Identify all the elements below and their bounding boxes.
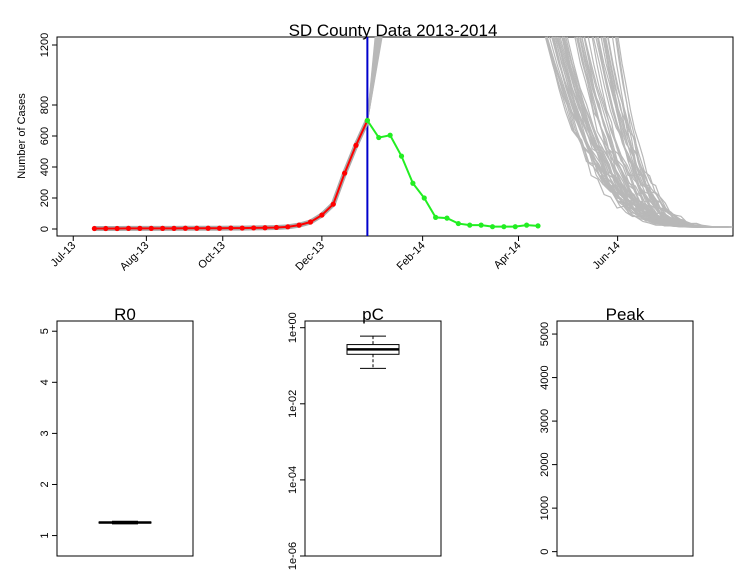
y-tick-label: 1e-04 [287, 466, 299, 494]
data-point [501, 224, 507, 230]
projection-curve [551, 36, 714, 228]
peak-boxplot: Peak 0 1000 2000 3000 4000 5000 [539, 305, 694, 557]
data-point [273, 224, 279, 231]
y-tick-label: 600 [39, 127, 51, 145]
x-tick-label: Dec-13 [293, 240, 327, 274]
x-tick-label: Apr-14 [492, 240, 524, 272]
data-point [137, 225, 143, 231]
data-point [160, 225, 166, 231]
y-tick-label: 5000 [539, 322, 551, 346]
y-tick-label: 4 [39, 379, 51, 385]
r0-plot-frame [56, 320, 194, 557]
data-point [148, 225, 154, 231]
data-point [364, 117, 370, 124]
data-point [205, 225, 211, 231]
pc-title: pC [362, 305, 384, 324]
series-line [366, 119, 539, 228]
data-point [251, 225, 257, 231]
y-tick-label: 400 [39, 158, 51, 176]
y-tick-label: 4000 [539, 365, 551, 389]
data-point [444, 215, 450, 221]
data-point [125, 225, 132, 231]
data-point [410, 180, 416, 186]
y-tick-label: 1e+00 [287, 312, 299, 343]
data-point [171, 225, 177, 231]
data-point [103, 225, 109, 232]
y-tick-label: 3 [39, 430, 51, 436]
main-y-axis: 0 200 400 600 800 1200 [39, 33, 57, 232]
x-tick-label: Jul-13 [49, 240, 79, 270]
y-tick-label: 5 [39, 328, 51, 334]
data-point [524, 222, 530, 228]
main-chart: 0 200 400 600 800 1200 Jul-13 Aug-13 Oct-13 Dec-… [16, 21, 734, 273]
data-point [285, 224, 291, 230]
data-point [398, 153, 405, 159]
main-chart-title: SD County Data 2013-2014 [289, 21, 498, 40]
data-point [455, 220, 461, 227]
projection-curve [556, 36, 700, 228]
y-tick-label: 0 [39, 226, 51, 232]
r0-y-axis: 1 2 3 4 5 [39, 328, 57, 539]
data-point [467, 222, 473, 228]
y-tick-label: 0 [539, 549, 551, 555]
data-point [319, 212, 325, 218]
data-point [353, 142, 359, 148]
y-tick-label: 3000 [539, 409, 551, 433]
main-y-axis-label: Number of Cases [16, 93, 28, 179]
data-point [433, 214, 439, 220]
data-point [330, 201, 336, 207]
y-tick-label: 1e-02 [287, 390, 299, 418]
peak-plot-frame [556, 320, 694, 557]
data-point [216, 225, 223, 231]
y-tick-label: 2000 [539, 452, 551, 476]
projection-spike [366, 36, 383, 121]
data-point [489, 224, 496, 230]
x-tick-label: Oct-13 [196, 240, 228, 272]
peak-y-axis: 0 1000 2000 3000 4000 5000 [539, 322, 557, 555]
x-tick-label: Aug-13 [118, 240, 152, 274]
projection-lines [366, 36, 733, 228]
fit-band [94, 119, 370, 232]
y-tick-label: 200 [39, 189, 51, 207]
pc-box [346, 335, 400, 369]
series-group [91, 117, 541, 232]
data-point [421, 195, 427, 201]
data-point [387, 132, 393, 138]
peak-title: Peak [606, 305, 645, 324]
x-tick-label: Feb-14 [395, 240, 428, 273]
data-point [478, 222, 484, 228]
data-point [512, 224, 518, 230]
data-point [239, 225, 245, 231]
y-tick-label: 1 [39, 533, 51, 539]
data-point [296, 222, 302, 228]
data-point [376, 134, 382, 141]
x-tick-label: Jun-14 [590, 240, 622, 272]
pc-plot-frame [304, 320, 442, 557]
data-point [182, 225, 188, 231]
r0-title: R0 [114, 305, 136, 324]
y-tick-label: 1000 [539, 496, 551, 520]
pc-boxplot: pC 1e+00 1e-02 1e-04 1e-06 [287, 305, 442, 570]
y-tick-label: 800 [39, 96, 51, 114]
y-tick-label: 1e-06 [287, 542, 299, 570]
data-point [228, 225, 234, 231]
y-tick-label: 1200 [39, 33, 51, 57]
r0-boxplot: R0 1 2 3 4 5 [39, 305, 194, 557]
data-point [535, 223, 541, 229]
data-point [262, 225, 268, 231]
main-x-axis: Jul-13 Aug-13 Oct-13 Dec-13 Feb-14 Apr-14 Jun-… [49, 236, 623, 273]
data-point [194, 225, 200, 231]
data-point [307, 219, 314, 225]
data-point [342, 170, 348, 176]
pc-y-axis: 1e+00 1e-02 1e-04 1e-06 [287, 312, 305, 570]
data-point [91, 225, 97, 232]
data-point [114, 225, 120, 232]
r0-box [98, 520, 152, 525]
y-tick-label: 2 [39, 481, 51, 487]
